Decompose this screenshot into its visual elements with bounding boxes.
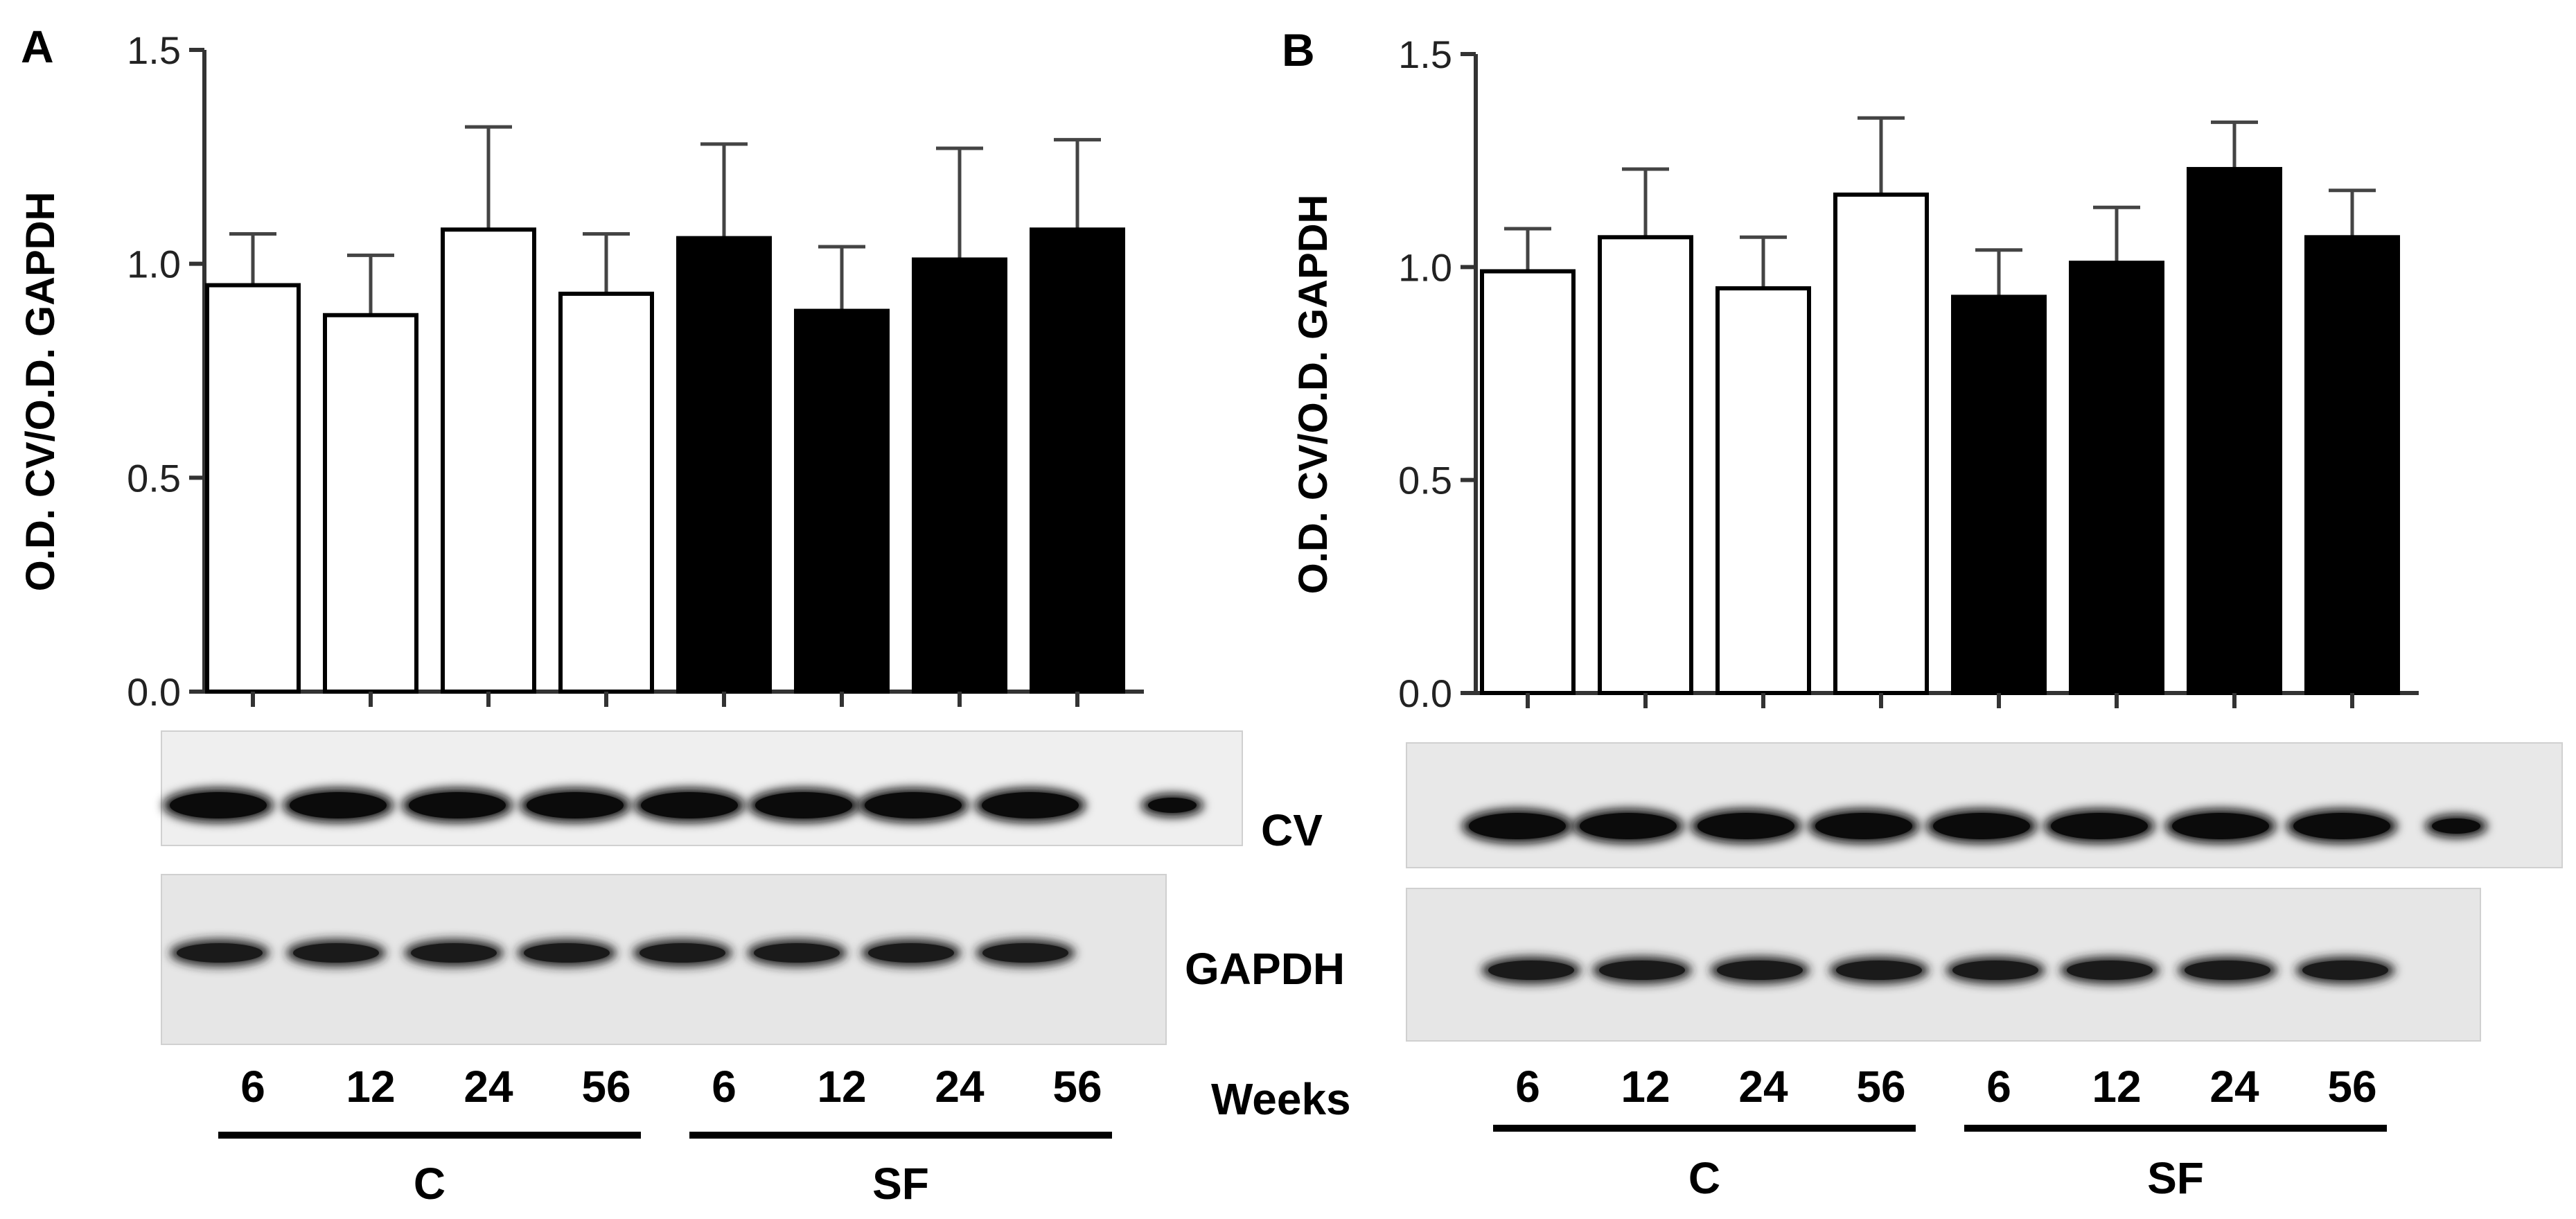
x-tick-label: 24 [2209,1062,2259,1112]
cv-band-core [1815,813,1912,839]
cv-band-core [641,792,738,818]
y-axis-label: O.D. CV/O.D. GAPDH [1291,195,1336,595]
bar [1715,286,1811,696]
gapdh-band-core [1836,961,1922,980]
gapdh-band-core [754,943,840,963]
bar [1480,269,1576,696]
x-tick-label: 24 [464,1062,513,1112]
cv-blot-image [161,730,1243,846]
y-tick-label: 0.0 [127,670,181,714]
gapdh-band-core [868,943,954,963]
cv-band-core [2172,813,2269,839]
x-tick-label: 12 [1621,1062,1670,1112]
panel-label: A [21,21,54,72]
cv-band-core [290,792,387,818]
bar [1030,227,1125,694]
x-tick-label: 6 [1515,1062,1540,1112]
y-tick-label: 1.5 [1398,33,1452,76]
gapdh-band-core [1488,961,1574,980]
group-label: C [1688,1153,1720,1203]
bar [676,236,772,694]
gapdh-band-core [177,943,263,963]
cv-row-label: CV [1261,805,1323,855]
panel-b: B O.D. CV/O.D. GAPDH 0.0 0.5 1.0 1.5 6 12 24 56 6 1… [1282,24,2563,1203]
y-tick-label: 0.5 [1398,459,1452,502]
cv-band-core [1933,813,2030,839]
gapdh-band-core [1599,961,1685,980]
x-tick-label: 56 [1856,1062,1905,1112]
bar [1598,235,1693,696]
group-label: SF [2147,1153,2204,1203]
x-tick-label: 56 [2327,1062,2376,1112]
bar [323,313,418,694]
gapdh-band-core [639,943,725,963]
cv-band-core [755,792,852,818]
gapdh-band-core [2302,961,2388,980]
cv-band-core [1148,798,1197,813]
x-tick-label: 12 [817,1062,866,1112]
gapdh-band-core [2067,961,2153,980]
cv-band-core [1697,813,1794,839]
x-tick-label: 12 [346,1062,395,1112]
gapdh-band-core [982,943,1068,963]
y-tick-label: 0.5 [127,456,181,500]
bar [558,291,654,694]
cv-band-core [409,792,506,818]
cv-band-core [527,792,624,818]
y-axis-label: O.D. CV/O.D. GAPDH [18,192,63,592]
x-tick-label: 24 [1738,1062,1788,1112]
bar [912,257,1007,694]
gapdh-row-label: GAPDH [1185,944,1345,994]
x-tick-label: 56 [1052,1062,1102,1112]
bar [205,283,301,694]
y-tick-label: 1.0 [127,243,181,286]
bar [441,227,536,694]
x-tick-label: 6 [712,1062,736,1112]
x-tick-label: 24 [935,1062,985,1112]
cv-band-core [2051,813,2148,839]
group-label: SF [872,1159,929,1209]
x-tick-label: 6 [1986,1062,2011,1112]
cv-band-core [2293,813,2390,839]
bar [1951,295,2047,695]
bar [2304,235,2400,696]
cv-band-core [1580,813,1677,839]
y-tick-label: 1.0 [1398,245,1452,289]
cv-band-core [2432,818,2480,834]
bar [2069,261,2164,696]
y-tick-label: 0.0 [1398,672,1452,715]
gapdh-band-core [411,943,497,963]
gapdh-band-core [1952,961,2038,980]
y-tick-label: 1.5 [127,28,181,72]
cv-blot-image [1406,742,2563,868]
gapdh-band-core [1717,961,1803,980]
cv-band-core [170,792,267,818]
panel-a: A O.D. CV/O.D. GAPDH 0.0 0.5 1.0 1.5 6 12 24 56 6 1… [18,21,1243,1209]
bar [794,308,890,694]
gapdh-band-core [524,943,610,963]
x-tick-label: 12 [2092,1062,2141,1112]
cv-band-core [865,792,962,818]
bar [1833,192,1929,695]
panel-label: B [1282,24,1315,76]
x-tick-label: 6 [240,1062,265,1112]
cv-band-core [1469,813,1566,839]
gapdh-band-core [2185,961,2270,980]
bar [2187,166,2282,695]
x-tick-label: 56 [581,1062,630,1112]
cv-band-core [982,792,1079,818]
group-label: C [414,1159,445,1209]
weeks-label: Weeks [1211,1074,1351,1124]
gapdh-band-core [293,943,379,963]
